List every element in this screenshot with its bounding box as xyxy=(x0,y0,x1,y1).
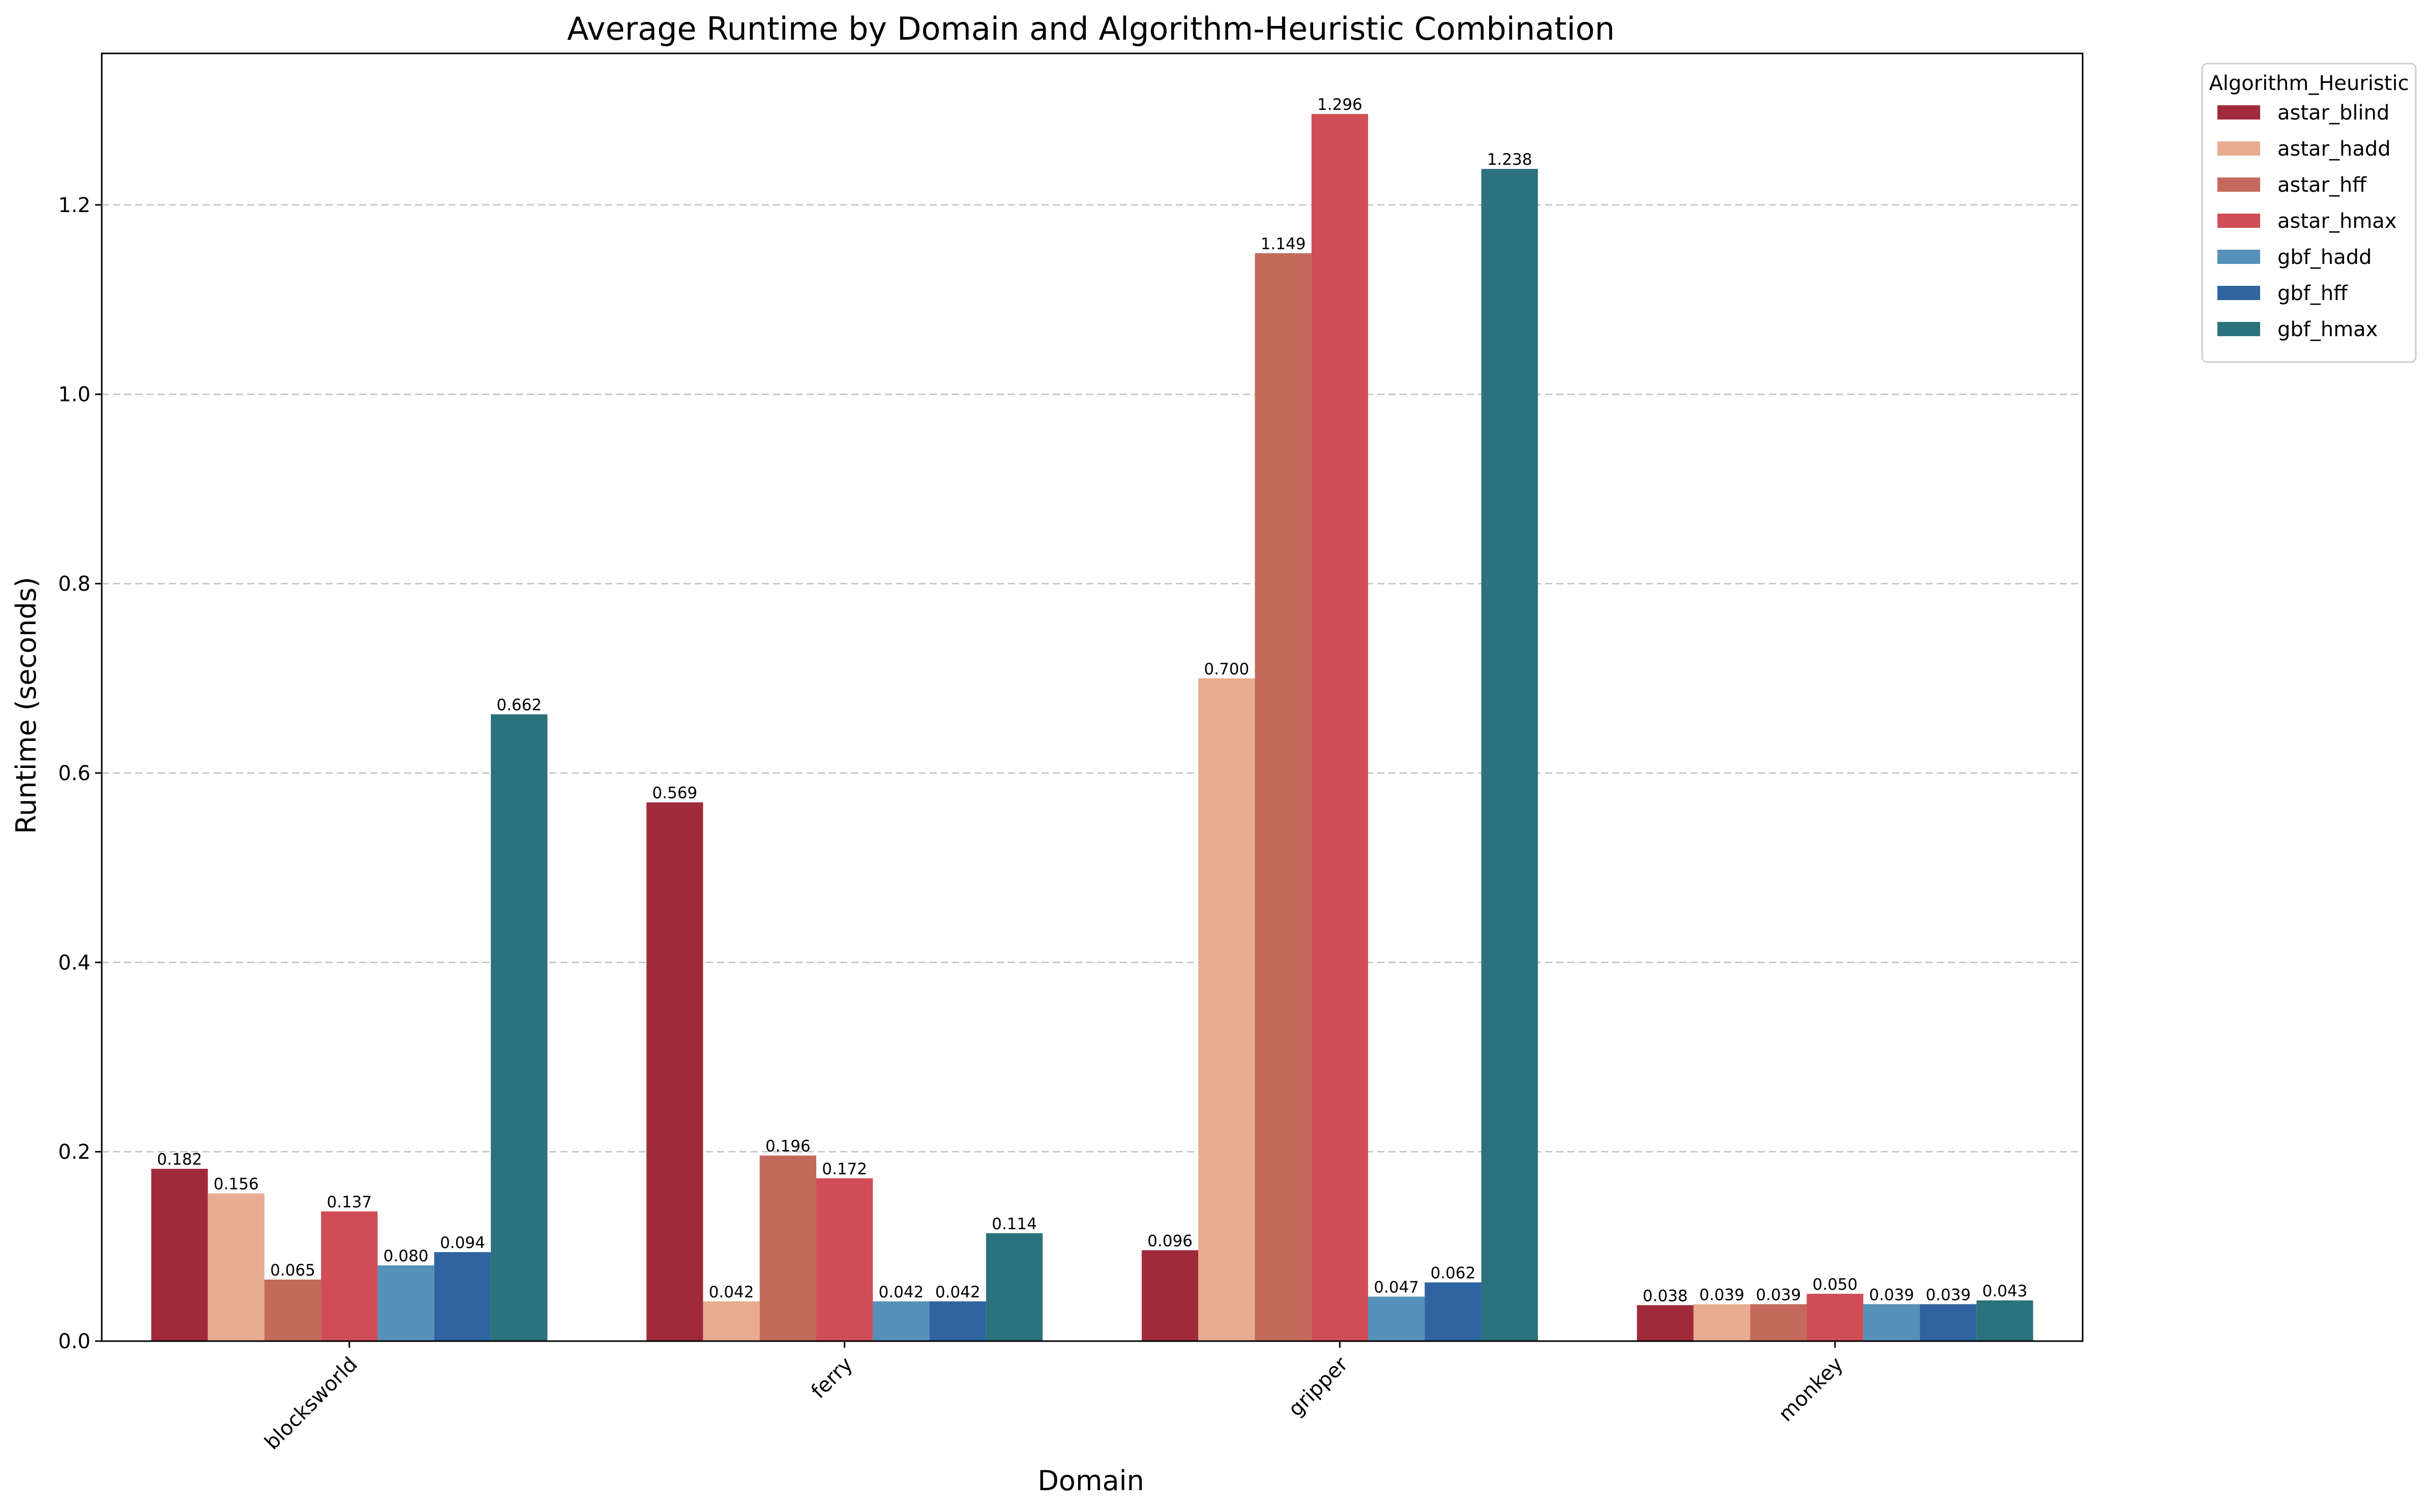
bar-gbf_hmax-gripper xyxy=(1481,169,1538,1342)
legend: Algorithm_Heuristic astar_blind astar_hadd… xyxy=(2201,63,2417,363)
data-label-gbf_hadd-gripper: 0.047 xyxy=(1374,1278,1419,1296)
data-label-astar_hmax-blocksworld: 0.137 xyxy=(327,1193,372,1211)
bar-gbf_hmax-monkey xyxy=(1976,1300,2033,1341)
data-label-gbf_hff-gripper: 0.062 xyxy=(1431,1264,1476,1283)
y-tick-label: 0.0 xyxy=(58,1330,91,1353)
data-label-gbf_hmax-blocksworld: 0.662 xyxy=(496,696,542,715)
bar-astar_hadd-monkey xyxy=(1693,1304,1751,1341)
legend-swatch-astar_hmax xyxy=(2217,214,2260,228)
legend-swatch-astar_hff xyxy=(2217,177,2260,192)
bar-astar_hmax-gripper xyxy=(1311,114,1369,1342)
y-tick-label: 0.6 xyxy=(58,762,91,785)
y-tick-label: 1.2 xyxy=(58,194,91,217)
legend-label-astar_hadd: astar_hadd xyxy=(2277,137,2391,161)
data-labels: 0.182 0.156 0.065 0.137 0.080 0.094 0.662 0.569… xyxy=(157,96,2028,1305)
y-tick-label: 0.4 xyxy=(58,951,91,974)
gridlines xyxy=(102,204,2083,1152)
plot-area-frame xyxy=(101,52,2084,1342)
data-label-gbf_hmax-ferry: 0.114 xyxy=(992,1215,1037,1233)
legend-label-gbf_hmax: gbf_hmax xyxy=(2277,318,2378,341)
x-tick-label: blocksworld xyxy=(260,1353,362,1455)
legend-title: Algorithm_Heuristic xyxy=(2209,72,2409,95)
bar-gbf_hff-monkey xyxy=(1920,1304,1977,1341)
data-label-astar_hadd-gripper: 0.700 xyxy=(1204,660,1249,678)
bar-astar_hmax-monkey xyxy=(1806,1293,1863,1341)
bar-astar_hadd-ferry xyxy=(703,1301,760,1341)
bar-gbf_hff-ferry xyxy=(929,1301,986,1341)
y-tick-label: 0.8 xyxy=(58,573,91,596)
data-label-gbf_hff-blocksworld: 0.094 xyxy=(440,1234,485,1252)
bar-gbf_hadd-monkey xyxy=(1863,1304,1920,1341)
legend-swatch-gbf_hff xyxy=(2217,286,2260,300)
bar-gbf_hmax-blocksworld xyxy=(491,714,548,1341)
legend-label-astar_hmax: astar_hmax xyxy=(2277,210,2397,233)
y-axis: 0.0 0.2 0.4 0.6 0.8 1.0 1.2 xyxy=(58,194,102,1353)
bar-astar_hadd-blocksworld xyxy=(208,1193,264,1341)
bar-astar_hmax-ferry xyxy=(816,1178,873,1341)
data-label-astar_hff-monkey: 0.039 xyxy=(1756,1286,1801,1304)
legend-swatch-astar_blind xyxy=(2217,105,2260,120)
data-label-astar_hmax-monkey: 0.050 xyxy=(1813,1276,1858,1294)
data-label-astar_blind-ferry: 0.569 xyxy=(652,784,697,803)
data-label-gbf_hadd-monkey: 0.039 xyxy=(1869,1286,1914,1304)
bar-gbf_hadd-blocksworld xyxy=(377,1265,434,1341)
bars xyxy=(151,114,2033,1342)
legend-swatch-astar_hadd xyxy=(2217,141,2260,156)
legend-label-astar_blind: astar_blind xyxy=(2277,101,2389,125)
data-label-gbf_hmax-gripper: 1.238 xyxy=(1487,151,1532,169)
data-label-astar_hmax-ferry: 0.172 xyxy=(822,1160,867,1178)
data-label-astar_blind-monkey: 0.038 xyxy=(1643,1287,1688,1305)
bar-astar_blind-monkey xyxy=(1637,1305,1694,1341)
bar-astar_hff-gripper xyxy=(1255,253,1312,1342)
legend-swatch-gbf_hmax xyxy=(2217,322,2260,336)
bar-gbf_hadd-gripper xyxy=(1368,1296,1425,1341)
data-label-astar_hadd-ferry: 0.042 xyxy=(709,1283,754,1301)
bar-astar_hff-blocksworld xyxy=(264,1279,321,1341)
data-label-astar_blind-blocksworld: 0.182 xyxy=(157,1150,202,1169)
bar-astar_blind-blocksworld xyxy=(151,1169,208,1341)
bar-astar_blind-ferry xyxy=(646,802,703,1341)
bar-gbf_hff-gripper xyxy=(1425,1282,1481,1341)
chart-title: Average Runtime by Domain and Algorithm-… xyxy=(567,10,1615,47)
bar-astar_hff-ferry xyxy=(759,1155,816,1341)
data-label-gbf_hff-monkey: 0.039 xyxy=(1925,1286,1971,1304)
data-label-astar_hmax-gripper: 1.296 xyxy=(1317,96,1362,114)
legend-label-gbf_hff: gbf_hff xyxy=(2277,282,2348,305)
data-label-gbf_hmax-monkey: 0.043 xyxy=(1982,1282,2028,1300)
bar-astar_hff-monkey xyxy=(1750,1304,1807,1341)
bar-astar_blind-gripper xyxy=(1141,1250,1199,1341)
data-label-astar_hff-gripper: 1.149 xyxy=(1261,235,1306,253)
data-label-astar_hff-blocksworld: 0.065 xyxy=(270,1261,315,1280)
x-tick-label: ferry xyxy=(807,1353,857,1403)
bar-gbf_hmax-ferry xyxy=(986,1233,1043,1341)
data-label-gbf_hadd-blocksworld: 0.080 xyxy=(383,1247,429,1265)
legend-swatch-gbf_hadd xyxy=(2217,250,2260,264)
data-label-gbf_hff-ferry: 0.042 xyxy=(935,1283,981,1301)
y-tick-label: 0.2 xyxy=(58,1141,91,1164)
data-label-astar_hadd-monkey: 0.039 xyxy=(1699,1286,1744,1304)
x-tick-label: monkey xyxy=(1774,1353,1848,1427)
bar-gbf_hadd-ferry xyxy=(873,1301,930,1341)
data-label-astar_hff-ferry: 0.196 xyxy=(765,1137,811,1155)
y-axis-title: Runtime (seconds) xyxy=(10,577,42,834)
bar-astar_hmax-blocksworld xyxy=(321,1211,378,1341)
x-tick-label: gripper xyxy=(1284,1352,1353,1421)
y-tick-label: 1.0 xyxy=(58,383,91,406)
data-label-gbf_hadd-ferry: 0.042 xyxy=(879,1283,924,1301)
bar-astar_hadd-gripper xyxy=(1198,678,1255,1341)
legend-label-astar_hff: astar_hff xyxy=(2277,173,2367,197)
data-label-astar_hadd-blocksworld: 0.156 xyxy=(214,1175,259,1194)
x-axis: blocksworld ferry gripper monkey xyxy=(260,1341,1848,1455)
x-axis-title: Domain xyxy=(1038,1465,1144,1497)
bar-gbf_hff-blocksworld xyxy=(434,1252,491,1341)
data-label-astar_blind-gripper: 0.096 xyxy=(1147,1232,1193,1250)
legend-label-gbf_hadd: gbf_hadd xyxy=(2277,246,2372,269)
